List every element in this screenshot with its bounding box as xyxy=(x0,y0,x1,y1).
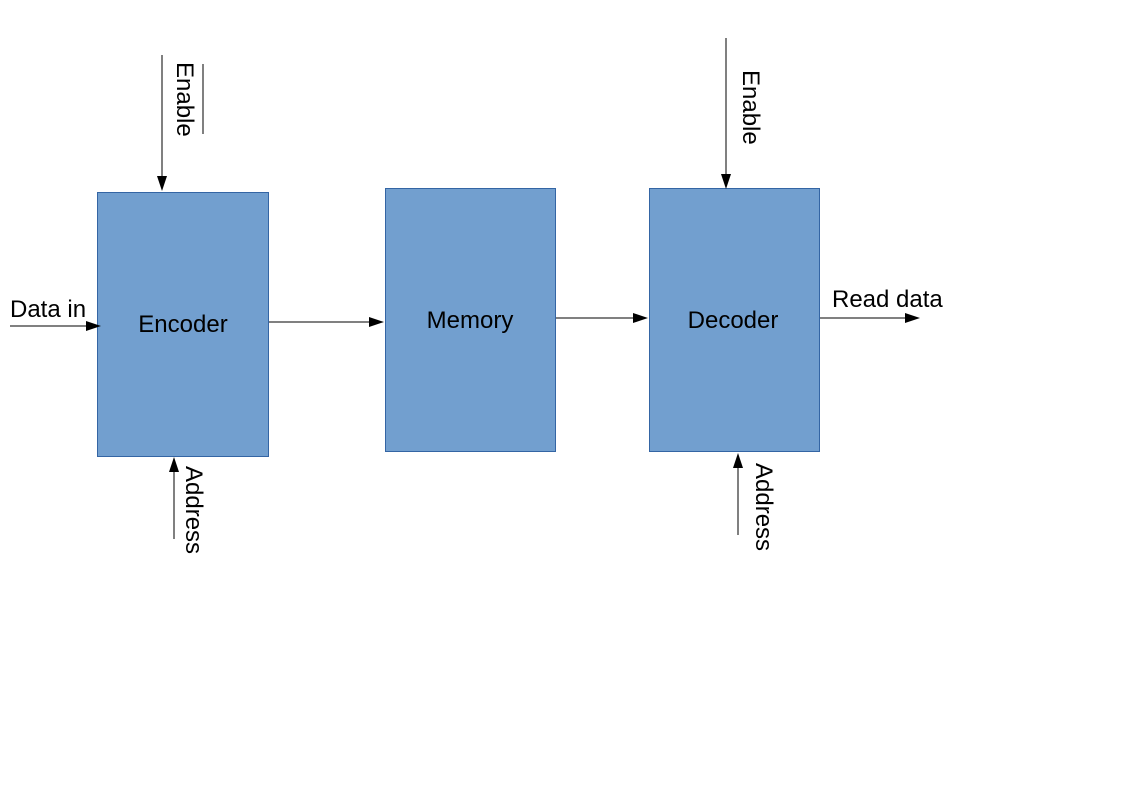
encoder-label: Encoder xyxy=(138,311,227,338)
decoder-block: Decoder xyxy=(649,188,820,452)
data-in-label: Data in xyxy=(10,296,86,323)
decoder-label: Decoder xyxy=(688,307,779,334)
encoder-enable-arrow xyxy=(157,55,167,191)
decoder-enable-arrow xyxy=(721,38,731,189)
read-data-label: Read data xyxy=(832,286,943,313)
encoder-enable-label: Enable xyxy=(171,62,198,137)
encoder-block: Encoder xyxy=(97,192,269,457)
decoder-enable-label: Enable xyxy=(737,70,764,145)
encoder-box xyxy=(97,192,269,457)
encoder-to-memory-arrow xyxy=(269,317,384,327)
data-in-arrow xyxy=(10,321,101,331)
decoder-address-label: Address xyxy=(750,463,777,551)
memory-block: Memory xyxy=(385,188,556,452)
decoder-box xyxy=(649,188,820,452)
memory-box xyxy=(385,188,556,452)
memory-to-decoder-arrow xyxy=(556,313,648,323)
encoder-address-label: Address xyxy=(180,466,207,554)
decoder-address-arrow xyxy=(733,453,743,535)
encoder-address-arrow xyxy=(169,457,179,539)
memory-label: Memory xyxy=(427,307,514,334)
read-data-arrow xyxy=(820,313,920,323)
